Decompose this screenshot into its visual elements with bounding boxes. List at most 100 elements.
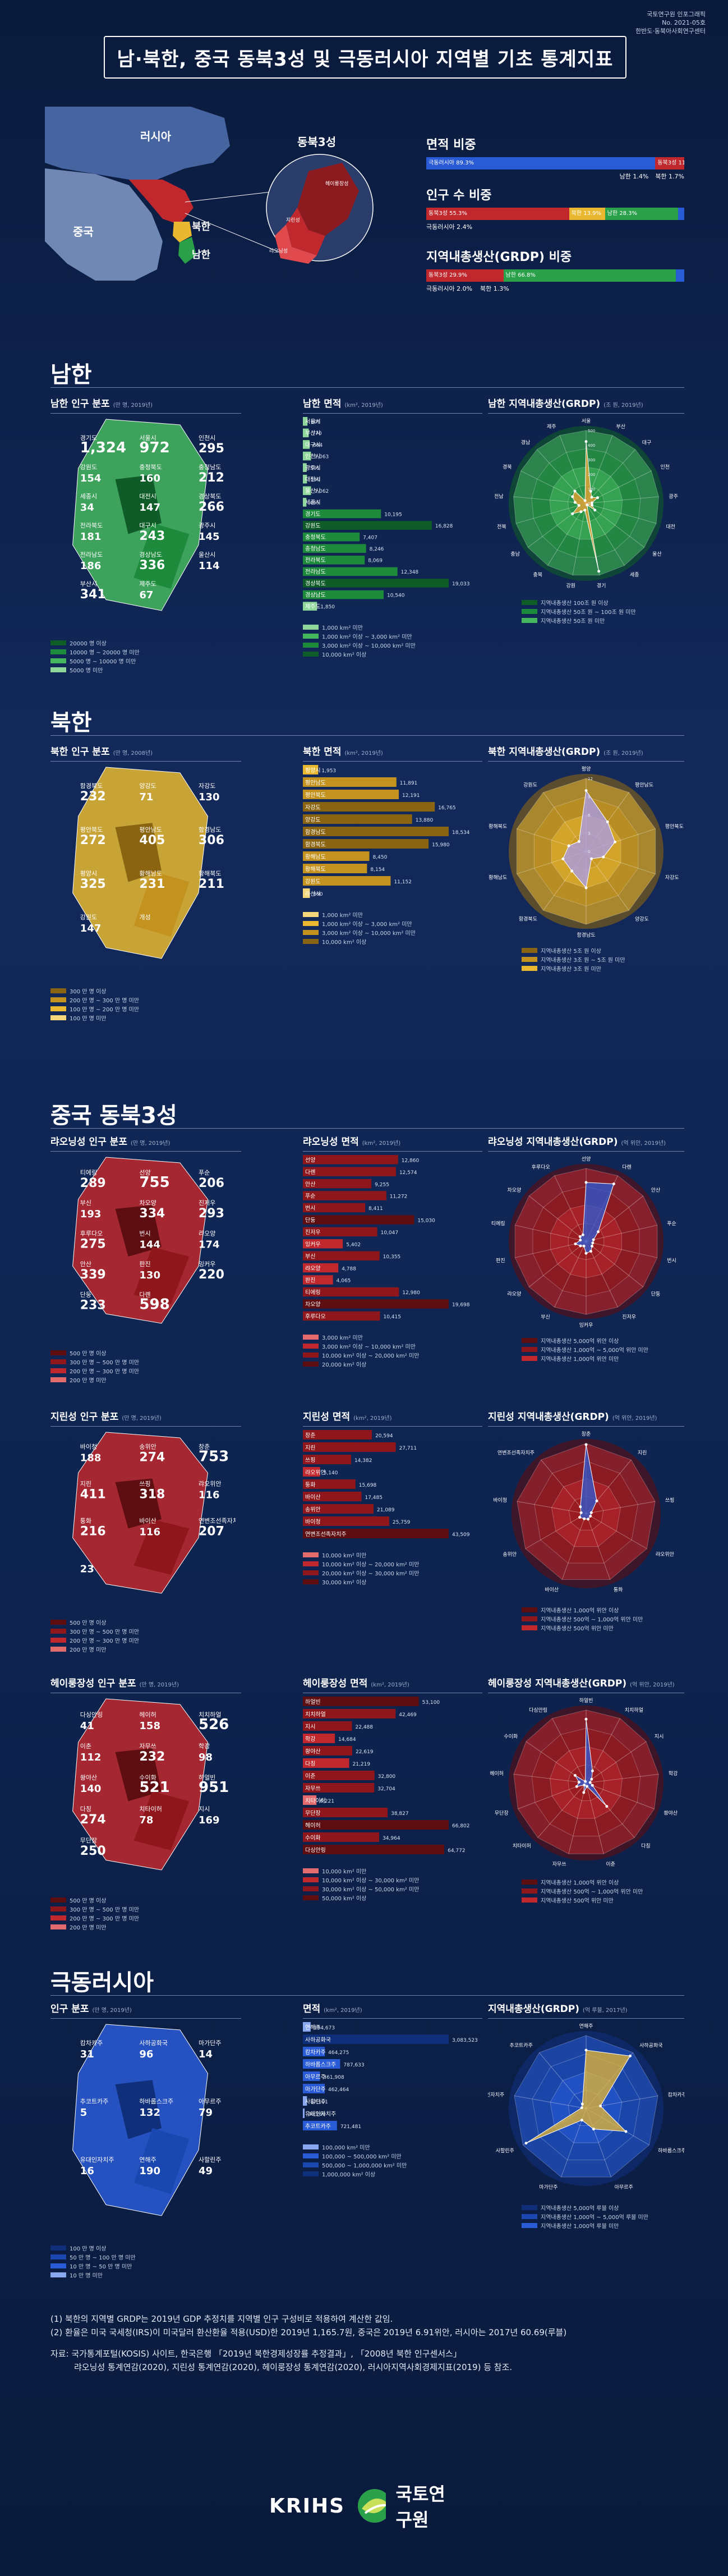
hlj-pop-legend-swatch-1 [50, 1906, 66, 1912]
share-segment-grdp-0: 동북3성 29.9% [426, 269, 504, 282]
south-radar-point-6 [593, 508, 597, 512]
share-grdp-bar: 동북3성 29.9% 남한 66.8% [426, 269, 684, 282]
south-area-legend-text-3: 10,000 km² 이상 [322, 652, 367, 658]
russia-area-legend-item-3: 1,000,000 km² 이상 [303, 2169, 482, 2178]
hlj-pop-value-9: 274 [80, 1813, 106, 1827]
jl-area-bar-7 [303, 1516, 389, 1526]
russia-grdp-legend-swatch-1 [522, 2213, 537, 2219]
russia-region-core [115, 2080, 162, 2139]
south-radar-point-8 [597, 570, 601, 573]
south-pop-name-1: 서울시 [139, 434, 156, 442]
south-radar-axis-9: 강원 [566, 583, 576, 589]
hlj-pop-name-5: 학강 [199, 1743, 210, 1750]
russia-area-legend-swatch-3 [303, 2171, 319, 2176]
footnote-1: (1) 북한의 지역별 GRDP는 2019년 GDP 추정치를 지역별 인구 … [50, 2314, 393, 2324]
russia-radar-point-0 [584, 2048, 588, 2052]
ln-radar-spoke-8 [554, 1241, 587, 1308]
hlj-grdp-legend-text-1: 지역내총생산 500억 ~ 1,000억 위안 미만 [541, 1889, 643, 1895]
south-area-bar-14 [303, 579, 449, 588]
south-area-bar-7 [303, 498, 307, 507]
section-title-north: 북한 [50, 710, 92, 736]
south-pop-label-12: 전라남도 186 [80, 551, 103, 572]
south-radar-tick-5: 500 [588, 429, 595, 433]
south-pop-name-12: 전라남도 [80, 551, 103, 558]
russia-grdp-legend-text-1: 지역내총생산 1,000억 ~ 5,000억 루블 미만 [541, 2214, 648, 2221]
jl-area-legend-item-2: 20,000 km² 이상 ~ 30,000 km² 미만 [303, 1568, 482, 1577]
north-grdp-rule [488, 761, 684, 762]
russia-grdp-legend-text-0: 지역내총생산 5,000억 루블 이상 [541, 2205, 619, 2212]
ln-pop-name-0: 티에링 [80, 1169, 97, 1176]
russia-area-bar-name-8: 추코트카주 [305, 2123, 331, 2130]
ln-area-bar-name-1: 다롄 [305, 1169, 315, 1176]
russia-area-bar-value-8: 721,481 [340, 2124, 361, 2130]
hlj-pop-label-6: 쐉야산 140 [80, 1774, 102, 1795]
russia-radar-axis-4: 아무르주 [615, 2184, 633, 2190]
ln-radar-axis-4: 번시 [667, 1258, 676, 1264]
russia-area-legend-text-0: 100,000 km² 미만 [322, 2144, 370, 2151]
ln-radar-axis-0: 선양 [582, 1156, 591, 1162]
russia-pop-legend: 100 만 명 이상 50 만 명 ~ 100 만 명 미만 10 만 명 ~ 50… [50, 2243, 241, 2279]
hlj-area-bar-name-9: 무단장 [305, 1810, 321, 1817]
ln-radar-point-7 [584, 1252, 588, 1255]
north-pop-legend-item-0: 300 만 명 이상 [50, 986, 241, 995]
jl-pop-value-2: 753 [199, 1449, 229, 1465]
hlj-area-bar-1 [303, 1709, 396, 1718]
south-area-bar-value-13: 12,348 [401, 570, 419, 575]
north-area-bar-0 [303, 765, 319, 774]
ln-pop-panel: 랴오닝성 인구 분포 (만 명, 2019년) 티에링 289 선양 755 푸순 206 부신… [50, 1134, 241, 1397]
south-area-bar-name-16: 제주도 [305, 603, 321, 610]
south-pop-label-9: 전라북도 181 [80, 522, 103, 543]
label-hlj: 헤이룽장성 [325, 180, 348, 187]
north-pop-name-1: 양강도 [139, 782, 156, 790]
ln-radar-axis-11: 티에링 [491, 1220, 505, 1227]
south-grdp-title: 남한 지역내총생산(GRDP) (조 원, 2019년) [488, 398, 643, 410]
ln-pop-title: 랴오닝성 인구 분포 (만 명, 2019년) [50, 1136, 171, 1148]
north-area-bar-value-7: 8,450 [373, 855, 388, 860]
ln-radar-axis-5: 단둥 [651, 1291, 661, 1297]
ln-radar-spoke-9 [529, 1241, 587, 1287]
south-radar-tick-4: 400 [588, 443, 595, 448]
hlj-area-bar-value-5: 21,219 [353, 1762, 371, 1767]
jl-area-legend-swatch-3 [303, 1579, 319, 1584]
russia-area-bar-name-2: 캄차카주 [305, 2049, 326, 2056]
ln-region-core [115, 1205, 162, 1257]
hlj-pop-legend-item-1: 300 만 명 ~ 500 만 명 미만 [50, 1904, 241, 1913]
hlj-pop-value-7: 521 [139, 1779, 169, 1796]
north-pop-title: 북한 인구 분포 (만 명, 2008년) [50, 746, 153, 758]
jl-area-bar-name-5: 바이산 [305, 1494, 321, 1501]
south-radar-axis-16: 제주 [547, 424, 556, 430]
south-grdp-panel: 남한 지역내총생산(GRDP) (조 원, 2019년) 서울 부산 대구 인천 광주 대전 울… [488, 396, 684, 687]
russia-grdp-legend-item-1: 지역내총생산 1,000억 ~ 5,000억 루블 미만 [522, 2212, 684, 2221]
ln-pop-name-1: 선양 [139, 1169, 150, 1176]
south-area-bar-2 [303, 440, 310, 449]
north-area-bar-9 [303, 876, 391, 886]
ln-pop-value-3: 193 [80, 1208, 102, 1220]
ln-area-legend-text-0: 3,000 km² 미만 [322, 1335, 363, 1341]
hlj-area-legend-swatch-3 [303, 1895, 319, 1900]
russia-pop-legend-item-1: 50 만 명 ~ 100 만 명 미만 [50, 2252, 241, 2261]
ln-pop-unit: (만 명, 2019년) [130, 1140, 171, 1147]
jl-pop-legend-item-1: 300 만 명 ~ 500 만 명 미만 [50, 1626, 241, 1635]
ln-area-legend-swatch-1 [303, 1343, 319, 1349]
ln-pop-value-13: 598 [139, 1296, 169, 1313]
jl-radar-spoke-4 [586, 1513, 611, 1580]
north-pop-legend-text-2: 100 만 명 ~ 200 만 명 미만 [70, 1006, 140, 1013]
south-radar-spoke-16 [559, 435, 587, 504]
hlj-pop-name-1: 헤이허 [139, 1711, 156, 1718]
ln-pop-name-7: 번시 [139, 1230, 150, 1237]
ln-radar-point-4 [591, 1241, 595, 1245]
south-grdp-legend-item-0: 지역내총생산 100조 원 이상 [522, 598, 684, 607]
russia-grdp-panel: 지역내총생산(GRDP) (억 루블, 2017년) 연해주 사하공화국 캄차카주 하바롭… [477, 2001, 686, 2293]
hlj-radar-spoke-7 [568, 1782, 587, 1854]
hlj-radar-point-9 [575, 1785, 578, 1788]
russia-area-title: 면적 (km², 2019년) [303, 2004, 362, 2015]
north-area-bar-name-1: 평안남도 [305, 780, 326, 786]
